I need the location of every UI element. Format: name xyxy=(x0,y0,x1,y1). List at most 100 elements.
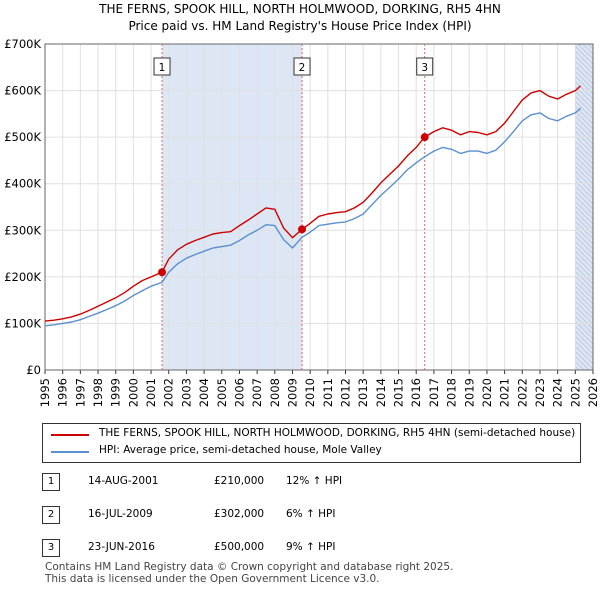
forecast-hatch xyxy=(575,316,594,335)
forecast-hatch xyxy=(575,351,594,370)
x-tick-label: 2001 xyxy=(144,378,158,407)
x-tick-label: 2000 xyxy=(126,378,140,407)
transaction-price: £500,000 xyxy=(214,541,265,553)
forecast-hatch xyxy=(575,216,594,235)
forecast-hatch xyxy=(575,361,585,371)
sale-label: 3 xyxy=(421,62,428,74)
forecast-hatch xyxy=(575,166,594,185)
transaction-date: 16-JUL-2009 xyxy=(88,508,153,520)
forecast-hatch xyxy=(575,186,594,205)
x-tick-label: 2013 xyxy=(356,378,370,407)
forecast-hatch xyxy=(575,271,594,290)
x-tick-label: 2007 xyxy=(250,378,264,407)
forecast-hatch xyxy=(575,176,594,195)
hpi-line xyxy=(44,107,582,327)
forecast-hatch xyxy=(575,106,594,125)
forecast-hatch xyxy=(575,61,594,80)
x-tick-label: 2020 xyxy=(480,378,494,407)
forecast-hatch xyxy=(575,251,594,270)
y-tick-label: £300K xyxy=(4,223,41,237)
x-tick-label: 2022 xyxy=(515,378,529,407)
x-tick-label: 2004 xyxy=(197,378,211,407)
x-tick-label: 2025 xyxy=(568,378,582,407)
forecast-hatch xyxy=(575,91,594,110)
forecast-hatch xyxy=(575,306,594,325)
forecast-hatch xyxy=(575,96,594,115)
transaction-row: 2 16-JUL-2009 £302,000 6% ↑ HPI xyxy=(0,506,600,526)
legend: THE FERNS, SPOOK HILL, NORTH HOLMWOOD, D… xyxy=(42,423,581,463)
forecast-hatch xyxy=(575,201,594,220)
x-tick-label: 2010 xyxy=(303,378,317,407)
x-tick-label: 2012 xyxy=(339,378,353,407)
forecast-hatch xyxy=(575,131,594,150)
forecast-hatch xyxy=(575,226,594,245)
x-tick-label: 2002 xyxy=(162,378,176,407)
forecast-hatch xyxy=(575,56,594,75)
forecast-hatch xyxy=(575,46,594,65)
forecast-hatch xyxy=(575,191,594,210)
forecast-hatch xyxy=(577,43,594,60)
x-tick-label: 2014 xyxy=(374,378,388,407)
forecast-hatch xyxy=(575,366,580,371)
transaction-hpi-delta: 6% ↑ HPI xyxy=(286,508,336,520)
forecast-hatch xyxy=(575,121,594,140)
x-tick-label: 1995 xyxy=(38,378,52,407)
x-tick-label: 2006 xyxy=(232,378,246,407)
property-price-line xyxy=(44,85,582,322)
x-tick-label: 2009 xyxy=(285,378,299,407)
legend-swatch-property xyxy=(51,434,89,436)
forecast-hatch xyxy=(575,326,594,345)
forecast-hatch xyxy=(575,296,594,315)
forecast-hatch xyxy=(587,43,594,50)
sale-point xyxy=(158,268,167,277)
forecast-hatch xyxy=(575,101,594,120)
x-tick-label: 2023 xyxy=(533,378,547,407)
x-tick-label: 1997 xyxy=(73,378,87,407)
x-tick-label: 2024 xyxy=(551,378,565,407)
forecast-hatch xyxy=(575,336,594,355)
chart-subtitle: Price paid vs. HM Land Registry's House … xyxy=(128,19,472,33)
x-tick-label: 2003 xyxy=(179,378,193,407)
sale-label-box xyxy=(293,57,311,76)
x-tick-label: 2016 xyxy=(409,378,423,407)
transaction-date: 14-AUG-2001 xyxy=(88,475,159,487)
legend-label-hpi: HPI: Average price, semi-detached house,… xyxy=(99,444,382,456)
y-tick-label: £700K xyxy=(4,37,41,51)
transaction-marker: 1 xyxy=(42,473,60,491)
transaction-row: 3 23-JUN-2016 £500,000 9% ↑ HPI xyxy=(0,539,600,559)
shaded-range xyxy=(162,44,303,370)
plot-frame xyxy=(44,43,594,371)
legend-label-property: THE FERNS, SPOOK HILL, NORTH HOLMWOOD, D… xyxy=(99,427,576,439)
sale-label: 1 xyxy=(159,62,166,74)
forecast-hatch xyxy=(575,341,594,360)
x-tick-label: 1998 xyxy=(91,378,105,407)
forecast-hatch xyxy=(575,281,594,300)
forecast-hatch xyxy=(575,356,590,371)
forecast-hatch xyxy=(575,261,594,280)
x-tick-label: 2008 xyxy=(268,378,282,407)
forecast-hatch xyxy=(575,51,594,70)
forecast-hatch xyxy=(575,116,594,135)
y-tick-label: £500K xyxy=(4,130,41,144)
footer-licence: This data is licensed under the Open Gov… xyxy=(45,573,380,585)
sale-point xyxy=(420,133,429,142)
forecast-hatch xyxy=(575,196,594,215)
forecast-hatch xyxy=(575,301,594,320)
transaction-marker: 2 xyxy=(42,506,60,524)
forecast-hatch xyxy=(575,241,594,260)
plot-area xyxy=(45,44,593,370)
transaction-hpi-delta: 9% ↑ HPI xyxy=(286,541,336,553)
forecast-hatch xyxy=(575,151,594,170)
forecast-hatch xyxy=(575,206,594,225)
y-tick-label: £600K xyxy=(4,84,41,98)
sale-label: 2 xyxy=(299,62,306,74)
forecast-hatch xyxy=(575,236,594,255)
y-tick-label: £0 xyxy=(26,363,41,377)
forecast-hatch xyxy=(575,161,594,180)
forecast-hatch xyxy=(575,136,594,155)
chart-title: THE FERNS, SPOOK HILL, NORTH HOLMWOOD, D… xyxy=(99,2,501,16)
forecast-hatch xyxy=(575,331,594,350)
forecast-hatch xyxy=(575,246,594,265)
transaction-hpi-delta: 12% ↑ HPI xyxy=(286,475,343,487)
x-tick-label: 2005 xyxy=(215,378,229,407)
